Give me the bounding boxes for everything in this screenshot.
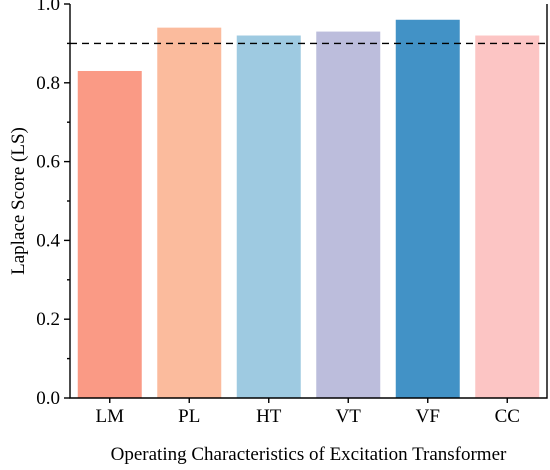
x-tick-label: HT — [256, 406, 282, 427]
x-axis-ticks: LM PL HT VT VF CC — [96, 398, 520, 427]
y-tick-label: 1.0 — [36, 0, 60, 15]
y-tick-label: 0.8 — [36, 73, 60, 94]
y-tick-label: 0.0 — [36, 388, 60, 409]
y-tick-label: 0.2 — [36, 309, 60, 330]
y-tick-label: 0.6 — [36, 152, 60, 173]
y-tick-label: 0.4 — [36, 230, 60, 251]
y-axis-title: Laplace Score (LS) — [8, 127, 29, 275]
bar-lm — [77, 70, 142, 398]
bar-vf — [395, 19, 460, 398]
bar-cc — [475, 35, 540, 399]
y-axis-ticks: 0.0 0.2 0.4 0.6 0.8 1.0 — [36, 0, 70, 409]
x-tick-label: PL — [178, 406, 200, 427]
bar-ht — [236, 35, 301, 399]
x-tick-label: VF — [416, 406, 440, 427]
x-tick-label: VT — [336, 406, 362, 427]
x-axis-title: Operating Characteristics of Excitation … — [111, 444, 507, 465]
bars-group — [77, 19, 540, 399]
bar-pl — [157, 27, 222, 398]
x-tick-label: CC — [495, 406, 520, 427]
x-tick-label: LM — [96, 406, 125, 427]
bar-vt — [316, 31, 381, 399]
